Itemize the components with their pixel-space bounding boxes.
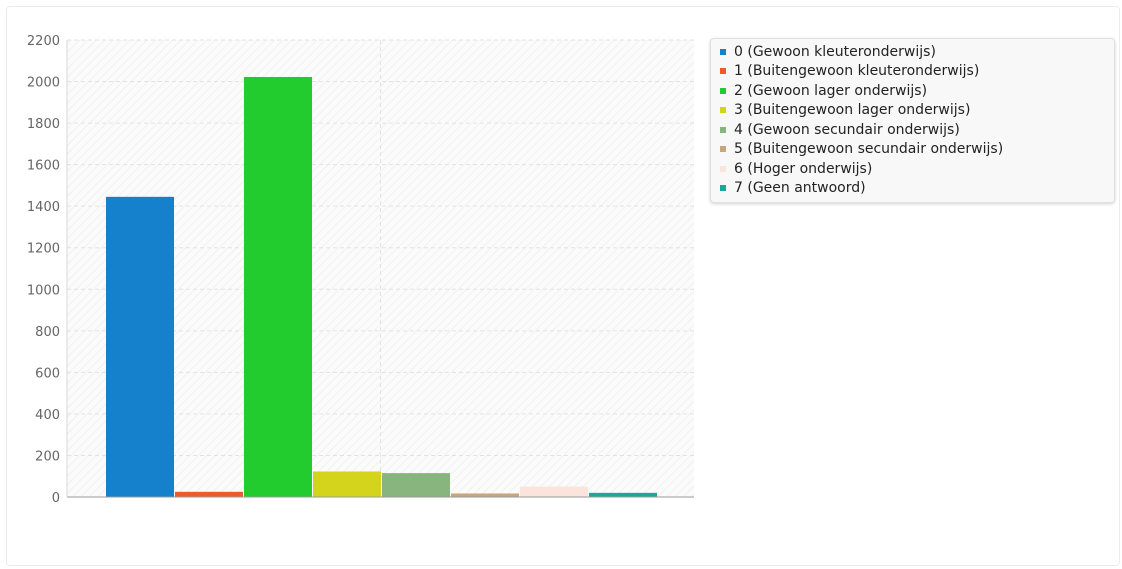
legend-swatch [720, 146, 726, 153]
bar-5[interactable] [451, 493, 519, 497]
y-tick-label: 800 [35, 325, 60, 340]
legend-swatch [720, 87, 726, 94]
legend-swatch [720, 68, 726, 75]
legend-label: 2 (Gewoon lager onderwijs) [734, 82, 928, 99]
legend-item[interactable]: 6 (Hoger onderwijs) [720, 159, 1114, 179]
legend-item[interactable]: 4 (Gewoon secundair onderwijs) [720, 120, 1114, 140]
bars [106, 76, 657, 497]
bar-4[interactable] [382, 473, 450, 497]
legend-swatch [720, 48, 726, 55]
bar-0[interactable] [106, 196, 174, 497]
bar-6[interactable] [520, 486, 588, 497]
y-tick-label: 200 [35, 449, 60, 464]
legend: 0 (Gewoon kleuteronderwijs) 1 (Buitengewo… [710, 38, 1115, 203]
legend-label: 5 (Buitengewoon secundair onderwijs) [734, 141, 1004, 158]
legend-item[interactable]: 0 (Gewoon kleuteronderwijs) [720, 42, 1114, 62]
legend-swatch [720, 185, 726, 192]
legend-label: 3 (Buitengewoon lager onderwijs) [734, 102, 971, 119]
legend-item[interactable]: 1 (Buitengewoon kleuteronderwijs) [720, 62, 1114, 82]
y-tick-label: 1200 [27, 242, 60, 257]
legend-item[interactable]: 7 (Geen antwoord) [720, 179, 1114, 199]
bar-1[interactable] [175, 491, 243, 497]
y-tick-label: 0 [52, 491, 60, 506]
legend-label: 0 (Gewoon kleuteronderwijs) [734, 43, 936, 60]
legend-label: 7 (Geen antwoord) [734, 180, 866, 197]
y-tick-label: 400 [35, 408, 60, 423]
y-tick-label: 2000 [27, 76, 60, 91]
y-tick-label: 1800 [27, 117, 60, 132]
legend-item[interactable]: 2 (Gewoon lager onderwijs) [720, 81, 1114, 101]
legend-label: 1 (Buitengewoon kleuteronderwijs) [734, 63, 980, 80]
gridlines [67, 39, 694, 497]
legend-item[interactable]: 5 (Buitengewoon secundair onderwijs) [720, 140, 1114, 160]
legend-label: 4 (Gewoon secundair onderwijs) [734, 121, 960, 138]
y-tick-label: 1000 [27, 283, 60, 298]
legend-swatch [720, 107, 726, 114]
y-tick-label: 600 [35, 366, 60, 381]
y-axis: 0 200 400 600 800 1000 1200 1400 1600 1800 2000 220… [27, 34, 60, 506]
legend-swatch [720, 165, 726, 172]
legend-swatch [720, 126, 726, 133]
legend-label: 6 (Hoger onderwijs) [734, 160, 873, 177]
legend-item[interactable]: 3 (Buitengewoon lager onderwijs) [720, 101, 1114, 121]
bar-chart: 0 200 400 600 800 1000 1200 1400 1600 1800 2000 220… [27, 34, 694, 506]
y-tick-label: 1400 [27, 200, 60, 215]
bar-7[interactable] [589, 492, 657, 497]
bar-2[interactable] [244, 76, 312, 497]
bar-3[interactable] [313, 471, 381, 497]
y-tick-label: 2200 [27, 34, 60, 49]
y-tick-label: 1600 [27, 159, 60, 174]
